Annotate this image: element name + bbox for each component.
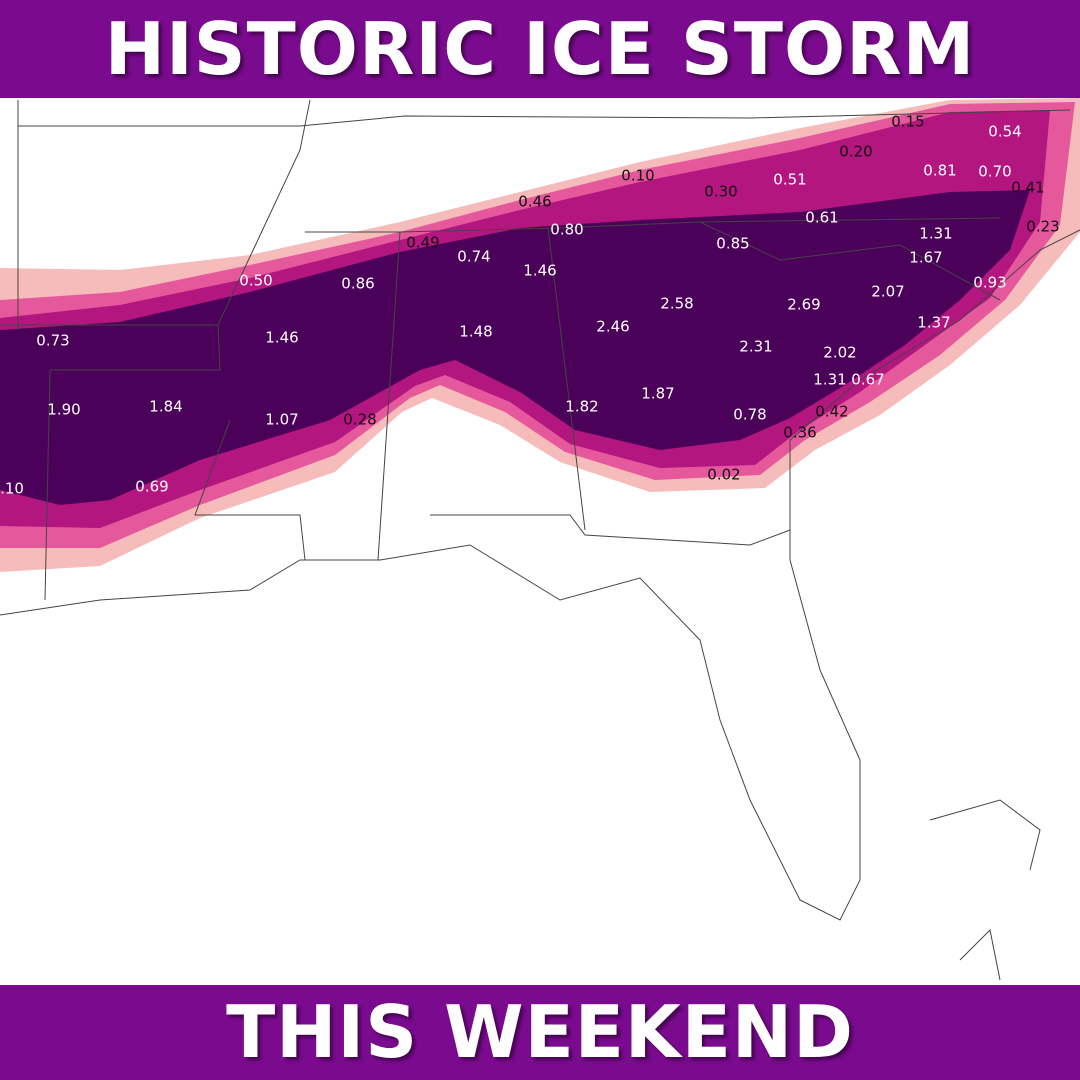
ice-amount-label: 0.78 xyxy=(733,406,766,424)
ice-amount-label: 1.67 xyxy=(909,249,942,267)
ice-amount-label: 0.81 xyxy=(923,162,956,180)
ice-amount-label: .10 xyxy=(0,480,24,498)
ice-amount-label: 2.31 xyxy=(739,338,772,356)
ice-amount-label: 0.69 xyxy=(135,478,168,496)
headline: HISTORIC ICE STORM xyxy=(0,0,1080,98)
ice-amount-label: 0.28 xyxy=(343,411,376,429)
ice-amount-label: 2.46 xyxy=(596,318,629,336)
ice-amount-label: 0.20 xyxy=(839,143,872,161)
ice-amount-label: 0.23 xyxy=(1026,218,1059,236)
ice-amount-label: 2.02 xyxy=(823,344,856,362)
ice-amount-label: 0.49 xyxy=(406,234,439,252)
ice-amount-label: 2.07 xyxy=(871,283,904,301)
ice-amount-label: 1.37 xyxy=(917,314,950,332)
ice-amount-label: 1.48 xyxy=(459,323,492,341)
ice-amount-label: 0.67 xyxy=(851,371,884,389)
ice-amount-label: 1.90 xyxy=(47,401,80,419)
ice-amount-label: 1.31 xyxy=(813,371,846,389)
ice-amount-label: 0.74 xyxy=(457,248,490,266)
ice-band xyxy=(0,98,1080,572)
ice-amount-label: 0.41 xyxy=(1011,179,1044,197)
ice-amount-label: 1.87 xyxy=(641,385,674,403)
map: 0.15 0.54 0.20 0.10 0.81 0.700.41 0.30 0.51 0.46… xyxy=(0,98,1080,981)
ice-amount-label: 0.70 xyxy=(978,163,1011,181)
ice-amount-label: 0.50 xyxy=(239,272,272,290)
ice-amount-label: 2.58 xyxy=(660,295,693,313)
ice-amount-label: 1.31 xyxy=(919,225,952,243)
ice-amount-label: 0.36 xyxy=(783,424,816,442)
state-borders xyxy=(0,99,1080,981)
ice-amount-label: 0.73 xyxy=(36,332,69,350)
ice-amount-label: 1.82 xyxy=(565,398,598,416)
ice-amount-label: 0.61 xyxy=(805,209,838,227)
ice-amount-label: 0.15 xyxy=(891,113,924,131)
footer-text: THIS WEEKEND xyxy=(0,985,1080,1080)
ice-amount-label: 0.86 xyxy=(341,275,374,293)
ice-amount-label: 0.46 xyxy=(518,193,551,211)
ice-amount-label: 0.02 xyxy=(707,466,740,484)
ice-amount-label: 0.93 xyxy=(973,274,1006,292)
ice-amount-label: 0.51 xyxy=(773,171,806,189)
ice-amount-label: 1.46 xyxy=(523,262,556,280)
ice-amount-label: 0.10 xyxy=(621,167,654,185)
ice-amount-label: 0.54 xyxy=(988,123,1021,141)
ice-amount-label: 1.46 xyxy=(265,329,298,347)
ice-amount-label: 0.85 xyxy=(716,235,749,253)
ice-amount-label: 0.42 xyxy=(815,403,848,421)
ice-amount-label: 1.84 xyxy=(149,398,182,416)
ice-amount-label: 1.07 xyxy=(265,411,298,429)
ice-amount-label: 0.80 xyxy=(550,221,583,239)
ice-amount-label: 0.30 xyxy=(704,183,737,201)
ice-amount-label: 2.69 xyxy=(787,296,820,314)
